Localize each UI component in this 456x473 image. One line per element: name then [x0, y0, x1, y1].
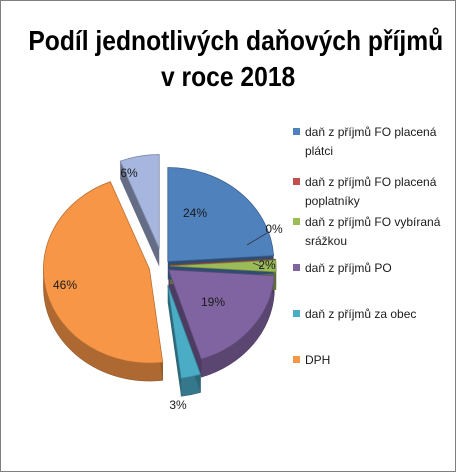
legend-swatch-0 — [293, 128, 300, 135]
legend-swatch-1 — [293, 178, 300, 185]
legend-swatch-5 — [293, 356, 300, 363]
legend-label-4: daň z příjmů za obec — [305, 305, 453, 324]
legend-swatch-4 — [293, 310, 300, 317]
data-label-4: 3% — [169, 398, 187, 412]
legend-swatch-2 — [293, 218, 300, 225]
data-label-5: 46% — [53, 278, 77, 292]
data-label-2: 2% — [258, 258, 276, 272]
legend-swatch-3 — [293, 264, 300, 271]
data-label-0: 24% — [183, 206, 207, 220]
data-label-3: 19% — [201, 295, 225, 309]
legend-label-3: daň z příjmů PO — [305, 259, 453, 278]
legend-label-5: DPH — [305, 351, 453, 370]
data-label-6: 6% — [120, 166, 138, 180]
data-label-1: 0% — [265, 222, 283, 236]
